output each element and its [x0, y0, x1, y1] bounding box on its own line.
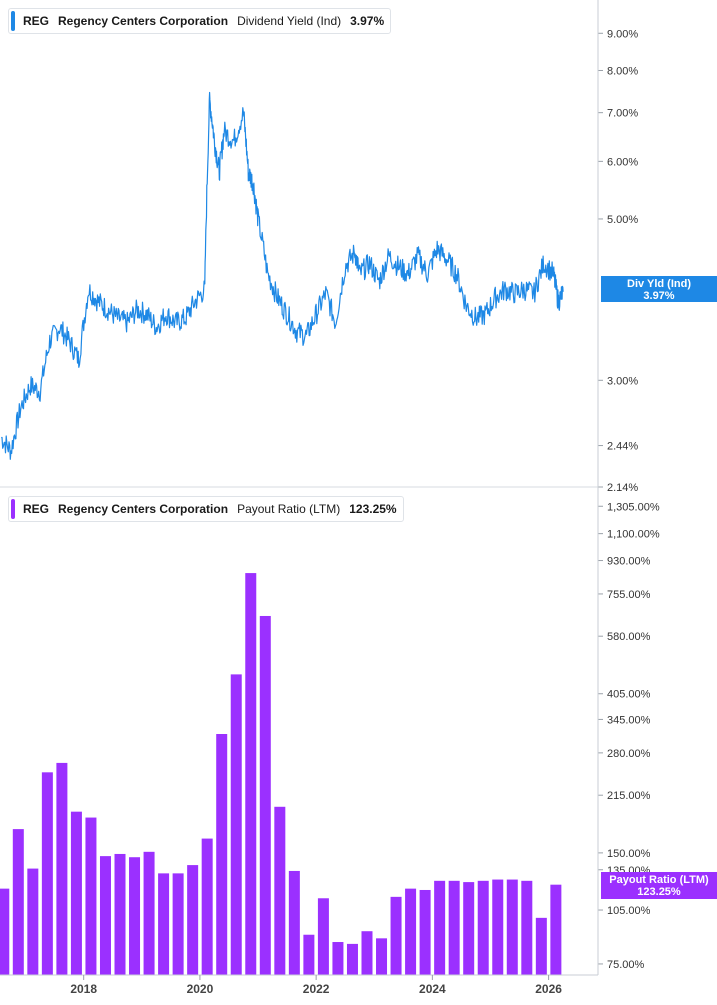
y-tick-label: 2.44% [607, 441, 638, 453]
payout-bar [477, 880, 489, 975]
payout-bar [99, 856, 111, 975]
payout-bar [332, 942, 344, 975]
y-tick-label: 405.00% [607, 689, 651, 701]
payout-bar [274, 806, 286, 975]
payout-bar [41, 772, 53, 975]
tag-label: Payout Ratio (LTM) [609, 874, 709, 886]
payout-bar [463, 882, 475, 975]
payout-ratio-legend: REG Regency Centers Corporation Payout R… [8, 496, 404, 522]
y-tick-label: 930.00% [607, 556, 651, 568]
payout-ratio-panel: 1,305.00% 1,100.00% 930.00% 755.00% 580.00% 4… [0, 501, 660, 975]
payout-bar [27, 868, 39, 975]
dividend-yield-line [0, 91, 564, 460]
y-tick-label: 580.00% [607, 631, 651, 643]
payout-bar [85, 817, 97, 975]
tag-value: 3.97% [643, 290, 675, 302]
x-tick-label: 2022 [303, 982, 330, 996]
x-tick-label: 2020 [187, 982, 214, 996]
payout-bar [535, 917, 547, 975]
payout-ratio-value-tag: Payout Ratio (LTM) 123.25% [601, 872, 717, 899]
y-tick-label: 1,100.00% [607, 529, 660, 541]
payout-bar [390, 896, 402, 975]
legend-ticker: REG [23, 502, 50, 516]
payout-bar [158, 873, 170, 975]
payout-bar [303, 934, 315, 975]
y-tick-label: 9.00% [607, 28, 638, 40]
y-tick-label: 1,305.00% [607, 501, 660, 513]
payout-bar [230, 674, 242, 975]
y-tick-label: 8.00% [607, 65, 638, 77]
legend-metric: Payout Ratio (LTM) [237, 502, 341, 516]
payout-bar [317, 898, 329, 975]
y-tick-label: 5.00% [607, 214, 638, 226]
series-color-swatch [11, 499, 15, 519]
payout-bar [245, 573, 257, 975]
x-axis: 2018 2020 2022 2024 2026 [70, 975, 562, 996]
payout-bar [201, 838, 213, 975]
payout-bar [216, 734, 228, 975]
payout-bar [187, 865, 199, 975]
legend-value: 123.25% [349, 502, 397, 516]
payout-bar [56, 762, 68, 975]
y-tick-label: 3.00% [607, 375, 638, 387]
payout-bar [346, 943, 358, 975]
y-tick-label: 150.00% [607, 848, 651, 860]
dividend-yield-value-tag: Div Yld (Ind) 3.97% [601, 276, 717, 302]
y-tick-label: 215.00% [607, 790, 651, 802]
legend-ticker: REG [23, 14, 50, 28]
y-tick-label: 75.00% [607, 959, 645, 971]
payout-bar [70, 811, 82, 975]
legend-value: 3.97% [350, 14, 385, 28]
payout-bar [448, 880, 460, 975]
tag-value: 123.25% [637, 886, 681, 898]
payout-bar [259, 615, 271, 975]
dividend-yield-legend: REG Regency Centers Corporation Dividend… [8, 8, 392, 34]
y-tick-label: 755.00% [607, 589, 651, 601]
x-tick-label: 2026 [535, 982, 562, 996]
payout-bar [361, 931, 373, 975]
payout-bar [492, 879, 504, 975]
payout-bar [143, 851, 155, 975]
tag-label: Div Yld (Ind) [627, 278, 691, 290]
y-tick-label: 105.00% [607, 905, 651, 917]
payout-bar [521, 880, 533, 975]
payout-bar [550, 884, 562, 975]
legend-metric: Dividend Yield (Ind) [237, 14, 342, 28]
x-tick-label: 2018 [70, 982, 97, 996]
payout-bar [419, 889, 431, 975]
payout-bar [114, 853, 126, 975]
dividend-yield-panel: 9.00% 8.00% 7.00% 6.00% 5.00% 3.00% 2.44% 2.14% [0, 28, 638, 494]
payout-bar [376, 938, 388, 975]
payout-bar [288, 870, 300, 975]
y-tick-label: 280.00% [607, 748, 651, 760]
x-tick-label: 2024 [419, 982, 446, 996]
payout-bar [506, 879, 518, 975]
y-tick-label: 2.14% [607, 482, 638, 494]
y-tick-label: 6.00% [607, 156, 638, 168]
legend-company: Regency Centers Corporation [58, 502, 229, 516]
y-tick-label: 7.00% [607, 108, 638, 120]
payout-bar [434, 880, 446, 975]
payout-bar [129, 857, 141, 975]
payout-bar [405, 888, 417, 975]
payout-bar [0, 888, 10, 975]
legend-company: Regency Centers Corporation [58, 14, 229, 28]
payout-bar [12, 829, 24, 975]
payout-bar [172, 873, 184, 975]
series-color-swatch [11, 11, 15, 31]
y-tick-label: 345.00% [607, 714, 651, 726]
